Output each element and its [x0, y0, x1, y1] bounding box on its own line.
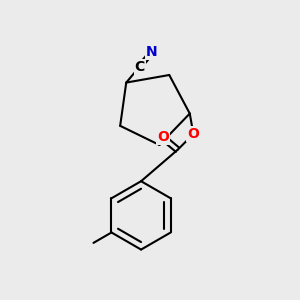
Text: O: O [188, 127, 199, 141]
Text: N: N [146, 45, 158, 59]
Text: O: O [157, 130, 169, 144]
Text: C: C [134, 60, 145, 74]
